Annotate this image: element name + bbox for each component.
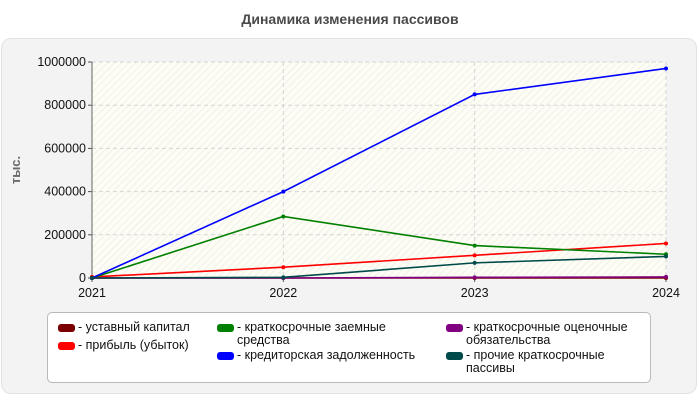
data-point: [281, 275, 286, 280]
legend-item: - краткосрочные заемные средства: [217, 321, 437, 347]
data-point: [664, 66, 668, 71]
data-point: [281, 189, 286, 194]
series-line: [91, 67, 667, 279]
y-tick-label: 200000: [44, 228, 86, 242]
data-point: [90, 276, 94, 280]
legend-label: - уставный капитал: [78, 320, 190, 334]
legend-swatch: [58, 342, 75, 350]
data-point: [472, 92, 477, 97]
legend-swatch: [446, 324, 463, 332]
legend-item: - краткосрочные оценочные обязательства: [446, 321, 646, 347]
chart-title: Динамика изменения пассивов: [241, 11, 459, 27]
data-point: [281, 214, 286, 219]
data-point: [472, 243, 477, 248]
legend-item: - кредиторская задолженность: [217, 349, 447, 362]
legend: - уставный капитал - прибыль (убыток) - …: [47, 312, 651, 383]
y-axis-label: тыс.: [8, 156, 23, 184]
legend-swatch: [217, 324, 234, 332]
legend-item: - прочие краткосрочные пассивы: [446, 349, 646, 375]
y-tick-label: 1000000: [37, 55, 86, 69]
legend-label: - прочие краткосрочные пассивы: [466, 348, 605, 375]
data-point: [472, 275, 477, 280]
data-point: [664, 274, 668, 279]
legend-label: - прибыль (убыток): [78, 338, 189, 352]
y-tick-label: 600000: [44, 141, 86, 155]
series-group: [90, 66, 668, 280]
series-line: [91, 215, 667, 279]
legend-swatch: [217, 352, 234, 360]
data-point: [281, 265, 286, 270]
legend-swatch: [58, 324, 75, 332]
x-tick-label: 2024: [652, 286, 680, 300]
data-point: [472, 253, 477, 258]
x-tick-label: 2022: [269, 286, 297, 300]
y-tick-label: 0: [79, 271, 86, 285]
data-point: [664, 254, 668, 259]
data-point: [472, 260, 477, 265]
grid: [92, 61, 667, 278]
tick-labels: 0 200000 400000 600000 800000 1000000 2021 2022…: [37, 55, 680, 300]
series-line: [91, 255, 667, 279]
y-tick-label: 400000: [44, 185, 86, 199]
legend-item: - прибыль (убыток): [58, 339, 288, 352]
y-tick-label: 800000: [44, 98, 86, 112]
legend-item: - уставный капитал: [58, 321, 288, 334]
legend-label: - краткосрочные заемные средства: [237, 320, 386, 347]
x-tick-label: 2023: [461, 286, 489, 300]
x-tick-label: 2021: [78, 286, 106, 300]
data-point: [664, 241, 668, 246]
plot-area-hatch: [92, 62, 666, 278]
legend-label: - краткосрочные оценочные обязательства: [466, 320, 628, 347]
legend-label: - кредиторская задолженность: [237, 348, 416, 362]
legend-swatch: [446, 352, 463, 360]
